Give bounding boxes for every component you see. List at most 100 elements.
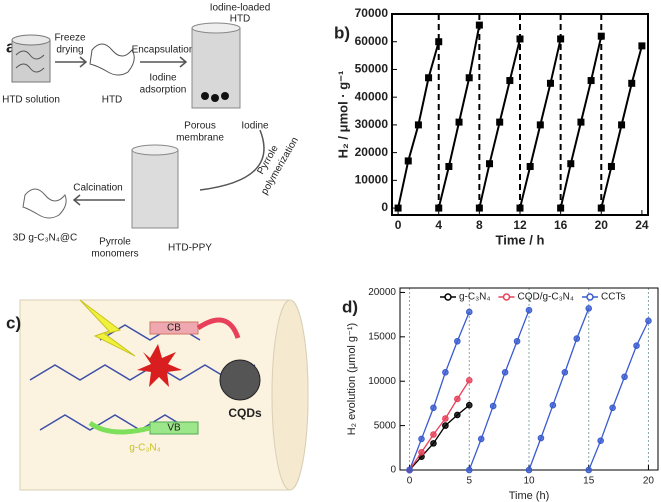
- lightning: [79, 299, 136, 357]
- label: Pyrrole: [99, 237, 131, 248]
- arrow: [140, 56, 188, 68]
- y-tick-label: 20000: [355, 145, 389, 159]
- point: [414, 121, 422, 129]
- legend-marker: [502, 293, 511, 301]
- arrow: [55, 56, 88, 68]
- series-line: [409, 379, 470, 471]
- point: [435, 38, 443, 46]
- point: [597, 32, 605, 40]
- column: [131, 149, 179, 229]
- point: [496, 118, 504, 126]
- legend-label: CQD/g-C₃N₄: [518, 292, 575, 303]
- point: [585, 305, 593, 312]
- point: [454, 411, 461, 419]
- point: [430, 404, 437, 412]
- point: [577, 118, 585, 126]
- arrow: [72, 194, 125, 206]
- label: drying: [56, 45, 83, 56]
- point: [430, 440, 437, 447]
- label: Freeze: [54, 33, 86, 44]
- y-tick-label: 60000: [355, 34, 389, 48]
- point: [418, 435, 425, 443]
- label: VB: [167, 423, 181, 434]
- iodine-dot: [221, 92, 229, 100]
- column-top: [131, 144, 179, 156]
- iodine-dot: [211, 94, 219, 102]
- legend-marker: [444, 293, 452, 301]
- label: HTD-PPY: [168, 243, 212, 254]
- y-axis-label: H₂ evolution (μmol g⁻¹): [346, 323, 358, 435]
- point: [516, 204, 524, 212]
- point: [404, 157, 412, 165]
- point: [465, 466, 473, 474]
- point: [394, 204, 402, 212]
- x-tick-label: 0: [407, 476, 413, 487]
- excitation: [137, 344, 182, 387]
- label: Iodine-loaded: [210, 3, 271, 14]
- y-tick-label: 70000: [355, 6, 389, 20]
- iodine-dot: [201, 92, 209, 100]
- point: [465, 377, 473, 384]
- column-top: [191, 22, 241, 34]
- point: [501, 369, 509, 376]
- x-tick-label: 16: [554, 218, 568, 232]
- y-tick-label: 0: [381, 200, 388, 214]
- panel-a: a) HTD solution Freeze drying HTD Encaps…: [2, 3, 301, 260]
- point: [418, 448, 425, 456]
- point: [406, 466, 413, 474]
- cqd-cluster: [219, 359, 261, 401]
- x-tick-label: 20: [595, 218, 609, 232]
- point: [597, 204, 605, 212]
- y-tick-label: 5000: [374, 420, 397, 431]
- label: HTD: [230, 14, 251, 25]
- product-sponge: [22, 188, 67, 219]
- point: [435, 204, 443, 212]
- label: Encapsulation: [132, 45, 195, 56]
- point: [486, 160, 494, 168]
- point: [513, 337, 521, 345]
- point: [442, 415, 449, 422]
- y-axis-label: H₂ / μmol · g⁻¹: [335, 71, 350, 159]
- hole-path: [88, 420, 151, 435]
- point: [546, 79, 554, 87]
- point: [454, 395, 461, 403]
- point: [455, 118, 463, 126]
- point: [537, 434, 545, 442]
- label: HTD: [102, 95, 123, 106]
- label: CQDs: [228, 406, 262, 420]
- point: [489, 402, 497, 410]
- point: [430, 431, 437, 438]
- label: CB: [167, 323, 181, 334]
- point: [506, 77, 514, 85]
- panel-label: c): [6, 313, 21, 332]
- series-line: [408, 308, 650, 471]
- x-tick-label: 24: [635, 218, 649, 232]
- y-tick-label: 20000: [368, 287, 396, 298]
- electron-path: [196, 317, 241, 339]
- point: [567, 160, 575, 168]
- point: [445, 162, 453, 170]
- tube-end: [271, 299, 309, 491]
- point: [607, 162, 615, 170]
- x-tick-label: 20: [643, 476, 655, 487]
- x-tick-label: 12: [513, 218, 527, 232]
- legend-marker: [586, 293, 594, 301]
- y-tick-label: 15000: [368, 331, 396, 342]
- point: [454, 337, 461, 345]
- vial-body: [11, 39, 51, 83]
- arrow: [199, 129, 265, 191]
- point: [621, 373, 628, 381]
- x-tick-label: 15: [583, 476, 595, 487]
- panel-label: d): [342, 297, 358, 316]
- point: [633, 342, 640, 350]
- y-tick-label: 30000: [355, 117, 389, 131]
- x-axis-label: Time (h): [509, 490, 550, 502]
- vial-top: [11, 34, 51, 46]
- label: Calcination: [73, 183, 122, 194]
- label: monomers: [91, 249, 138, 260]
- point: [442, 422, 449, 429]
- point: [465, 308, 473, 316]
- point: [475, 204, 483, 212]
- x-axis-label: Time / h: [496, 232, 545, 247]
- legend-label: CCTs: [601, 292, 625, 303]
